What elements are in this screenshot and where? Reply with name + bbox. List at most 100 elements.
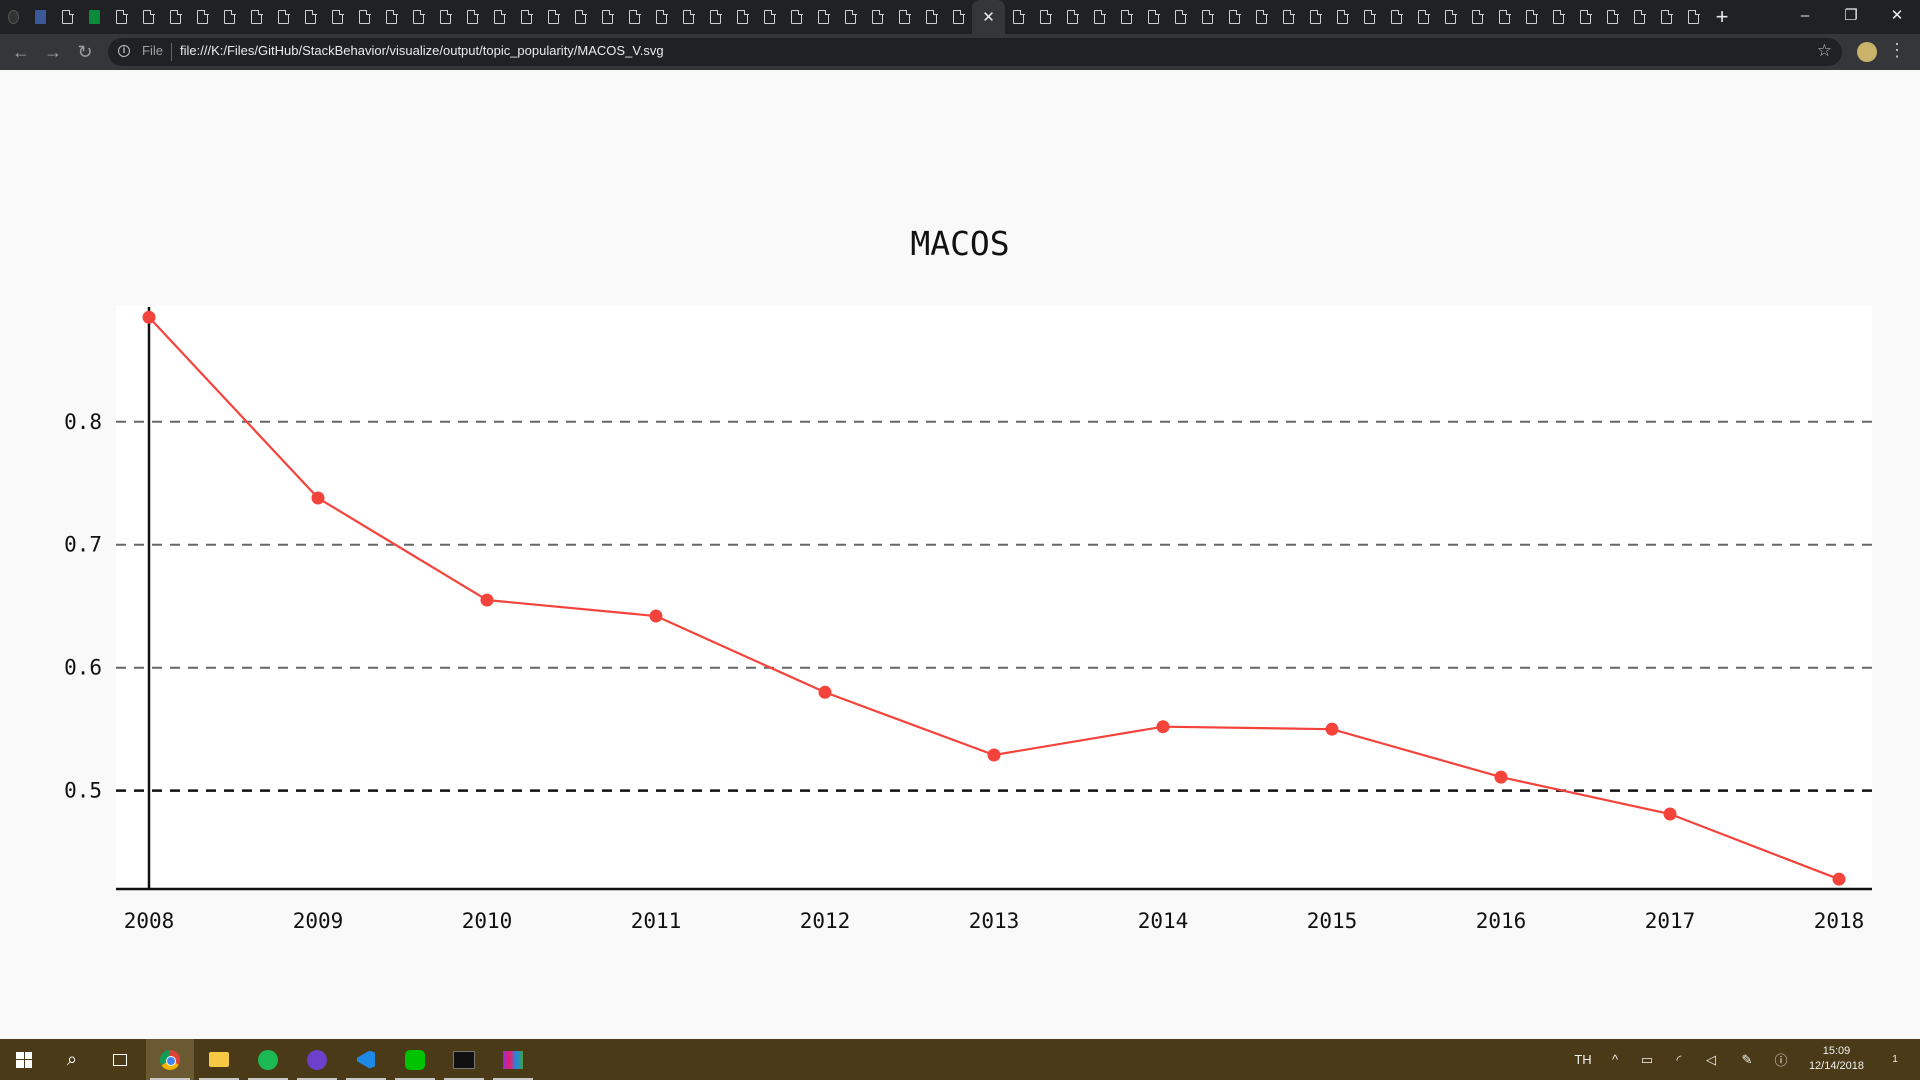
tab-20[interactable] [540, 0, 567, 34]
tab-14[interactable] [378, 0, 405, 34]
clock[interactable]: 15:09 12/14/2018 [1809, 1044, 1864, 1074]
tab-34[interactable] [918, 0, 945, 34]
tab-61[interactable] [1653, 0, 1680, 34]
profile-avatar-icon[interactable] [1857, 42, 1877, 62]
tab-2[interactable] [54, 0, 81, 34]
chrome-icon[interactable] [146, 1039, 194, 1080]
tab-15[interactable] [405, 0, 432, 34]
tab-42[interactable] [1140, 0, 1167, 34]
wifi-icon[interactable]: ◜ [1676, 1051, 1682, 1067]
tab-27[interactable] [729, 0, 756, 34]
tab-43[interactable] [1167, 0, 1194, 34]
tab-31[interactable] [837, 0, 864, 34]
url-text[interactable]: file:///K:/Files/GitHub/StackBehavior/vi… [180, 43, 664, 58]
forward-button[interactable]: → [44, 41, 62, 62]
tab-56[interactable] [1518, 0, 1545, 34]
address-bar[interactable]: i File file:///K:/Files/GitHub/StackBeha… [108, 38, 1842, 66]
tab-9[interactable] [243, 0, 270, 34]
volume-icon[interactable]: ◁ [1706, 1051, 1716, 1067]
tab-22[interactable] [594, 0, 621, 34]
tab-48[interactable] [1302, 0, 1329, 34]
minimize-button[interactable]: – [1800, 6, 1810, 24]
tab-16[interactable] [432, 0, 459, 34]
tab-40[interactable] [1086, 0, 1113, 34]
new-tab-button[interactable]: + [1715, 4, 1729, 29]
tab-54[interactable] [1464, 0, 1491, 34]
tab-26[interactable] [702, 0, 729, 34]
tab-19[interactable] [513, 0, 540, 34]
tab-12[interactable] [324, 0, 351, 34]
language-indicator[interactable]: TH [1574, 1052, 1592, 1067]
chevron-up-icon[interactable]: ^ [1611, 1052, 1619, 1067]
tab-36[interactable]: ✕ [972, 0, 1005, 34]
tab-17[interactable] [459, 0, 486, 34]
tab-60[interactable] [1626, 0, 1653, 34]
tab-32[interactable] [864, 0, 891, 34]
tab-59[interactable] [1599, 0, 1626, 34]
tab-50[interactable] [1356, 0, 1383, 34]
task-view-icon[interactable] [96, 1039, 144, 1080]
file-icon [629, 9, 641, 24]
close-window-button[interactable]: ✕ [1890, 7, 1904, 24]
tab-44[interactable] [1194, 0, 1221, 34]
tab-10[interactable] [270, 0, 297, 34]
pen-icon[interactable]: ✎ [1741, 1051, 1753, 1067]
tab-21[interactable] [567, 0, 594, 34]
restore-button[interactable]: ❐ [1844, 7, 1858, 24]
tab-25[interactable] [675, 0, 702, 34]
tab-57[interactable] [1545, 0, 1572, 34]
back-button[interactable]: ← [12, 41, 30, 62]
tab-4[interactable] [108, 0, 135, 34]
battery-icon[interactable]: ▭ [1640, 1051, 1654, 1067]
tab-0[interactable] [0, 0, 27, 34]
tab-49[interactable] [1329, 0, 1356, 34]
tab-53[interactable] [1437, 0, 1464, 34]
tab-55[interactable] [1491, 0, 1518, 34]
search-icon[interactable]: ⌕ [66, 1049, 78, 1069]
tab-29[interactable] [783, 0, 810, 34]
tab-52[interactable] [1410, 0, 1437, 34]
tab-46[interactable] [1248, 0, 1275, 34]
tab-51[interactable] [1383, 0, 1410, 34]
tab-3[interactable] [81, 0, 108, 34]
running-indicator [493, 1078, 533, 1080]
tab-5[interactable] [135, 0, 162, 34]
github-desktop-icon[interactable] [293, 1039, 341, 1080]
close-icon[interactable]: ✕ [982, 8, 995, 26]
tab-7[interactable] [189, 0, 216, 34]
tab-24[interactable] [648, 0, 675, 34]
tab-35[interactable] [945, 0, 972, 34]
winrar-icon[interactable] [489, 1039, 537, 1080]
tab-58[interactable] [1572, 0, 1599, 34]
tab-41[interactable] [1113, 0, 1140, 34]
line-icon[interactable] [391, 1039, 439, 1080]
tab-45[interactable] [1221, 0, 1248, 34]
file-explorer-icon[interactable] [195, 1039, 243, 1080]
tab-62[interactable] [1680, 0, 1707, 34]
tab-38[interactable] [1032, 0, 1059, 34]
windows-start-icon[interactable] [0, 1039, 48, 1080]
tab-8[interactable] [216, 0, 243, 34]
spotify-icon[interactable] [244, 1039, 292, 1080]
tab-39[interactable] [1059, 0, 1086, 34]
tab-18[interactable] [486, 0, 513, 34]
tab-11[interactable] [297, 0, 324, 34]
data-point-2012 [818, 685, 832, 699]
bookmark-star-icon[interactable]: ☆ [1816, 41, 1832, 60]
tab-28[interactable] [756, 0, 783, 34]
notification-icon[interactable]: 1 [1880, 1039, 1910, 1080]
input-method-icon[interactable]: ⓘ [1774, 1053, 1788, 1068]
tab-47[interactable] [1275, 0, 1302, 34]
info-icon[interactable]: i [118, 45, 130, 57]
tab-33[interactable] [891, 0, 918, 34]
tab-6[interactable] [162, 0, 189, 34]
tab-1[interactable] [27, 0, 54, 34]
tab-13[interactable] [351, 0, 378, 34]
tab-37[interactable] [1005, 0, 1032, 34]
tab-23[interactable] [621, 0, 648, 34]
vscode-icon[interactable] [342, 1039, 390, 1080]
terminal-icon[interactable] [440, 1039, 488, 1080]
tab-30[interactable] [810, 0, 837, 34]
reload-button[interactable]: ↻ [77, 41, 93, 62]
menu-kebab-icon[interactable]: ⋮ [1888, 40, 1906, 60]
